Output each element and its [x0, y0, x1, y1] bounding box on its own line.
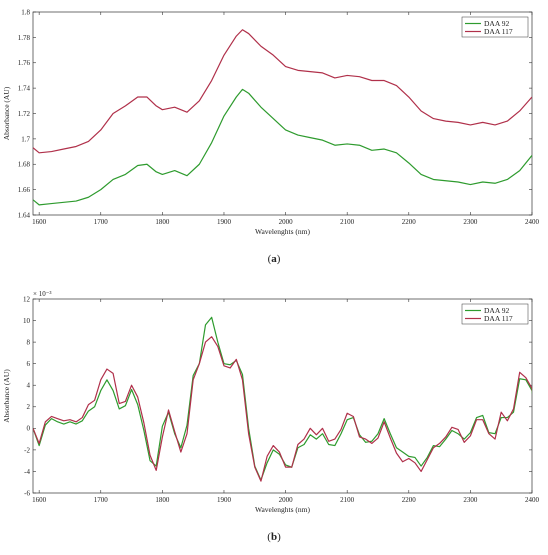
x-tick-label: 1800	[155, 218, 170, 226]
y-tick-label: 1.78	[18, 34, 31, 42]
x-tick-label: 2200	[402, 218, 417, 226]
x-tick-label: 2400	[525, 218, 540, 226]
legend-entry: DAA 117	[484, 314, 513, 323]
y-axis-label: Absorbance (AU)	[2, 369, 11, 423]
x-tick-label: 2100	[340, 496, 355, 504]
panel-label: (b)	[267, 531, 281, 543]
panel-label: (a)	[268, 253, 281, 265]
x-tick-label: 2400	[525, 496, 540, 504]
y-tick-label: 1.74	[18, 85, 31, 93]
series-line-daa-92	[33, 316, 532, 481]
series-line-daa-92	[33, 88, 532, 206]
x-tick-label: 1900	[217, 496, 232, 504]
y-tick-label: 1.68	[18, 161, 31, 169]
y-tick-label: 8	[27, 339, 31, 347]
series-line-daa-117	[33, 336, 532, 482]
y-tick-label: 6	[27, 360, 31, 368]
y-tick-label: 1.76	[18, 59, 31, 67]
y-tick-label: 1.64	[18, 211, 31, 219]
y-axis-exponent: × 10⁻³	[33, 290, 52, 298]
legend-entry: DAA 92	[484, 306, 509, 315]
y-tick-label: 1.72	[18, 110, 31, 118]
y-tick-label: -6	[24, 489, 30, 497]
legend-entry: DAA 92	[484, 19, 509, 28]
x-tick-label: 1600	[32, 496, 47, 504]
y-tick-label: 1.7	[21, 135, 30, 143]
x-tick-label: 1900	[217, 218, 232, 226]
x-axis-label: Wavelenghts (nm)	[255, 227, 311, 236]
x-tick-label: 2000	[279, 496, 294, 504]
series-line-daa-117	[33, 29, 532, 154]
y-tick-label: 1.8	[21, 8, 30, 16]
y-axis-label: Absorbance (AU)	[2, 86, 11, 140]
x-tick-label: 2000	[279, 218, 294, 226]
legend-entry: DAA 117	[484, 27, 513, 36]
x-tick-label: 2300	[463, 496, 478, 504]
y-tick-label: -2	[24, 446, 30, 454]
x-axis-label: Wavelenghts (nm)	[255, 505, 311, 514]
x-tick-label: 1600	[32, 218, 47, 226]
y-tick-label: 10	[23, 317, 31, 325]
x-tick-label: 1800	[155, 496, 170, 504]
y-tick-label: 2	[27, 403, 31, 411]
y-tick-label: 12	[23, 295, 31, 303]
chart-panel-a: 1600 1700 1800 1900 2000 2100 2200 2300 2400 1.64…	[2, 8, 540, 265]
chart-panel-b: 1600 1700 1800 1900 2000 2100 2200 2300 2400-6-4…	[2, 290, 540, 543]
x-tick-label: 1700	[94, 218, 109, 226]
x-tick-label: 2100	[340, 218, 355, 226]
plot-frame	[32, 298, 533, 494]
y-tick-label: 4	[27, 382, 31, 390]
y-tick-label: 1.66	[18, 186, 31, 194]
x-tick-label: 2200	[402, 496, 417, 504]
x-tick-label: 2300	[463, 218, 478, 226]
x-tick-label: 1700	[94, 496, 109, 504]
y-tick-label: -4	[24, 468, 30, 476]
y-tick-label: 0	[27, 425, 31, 433]
